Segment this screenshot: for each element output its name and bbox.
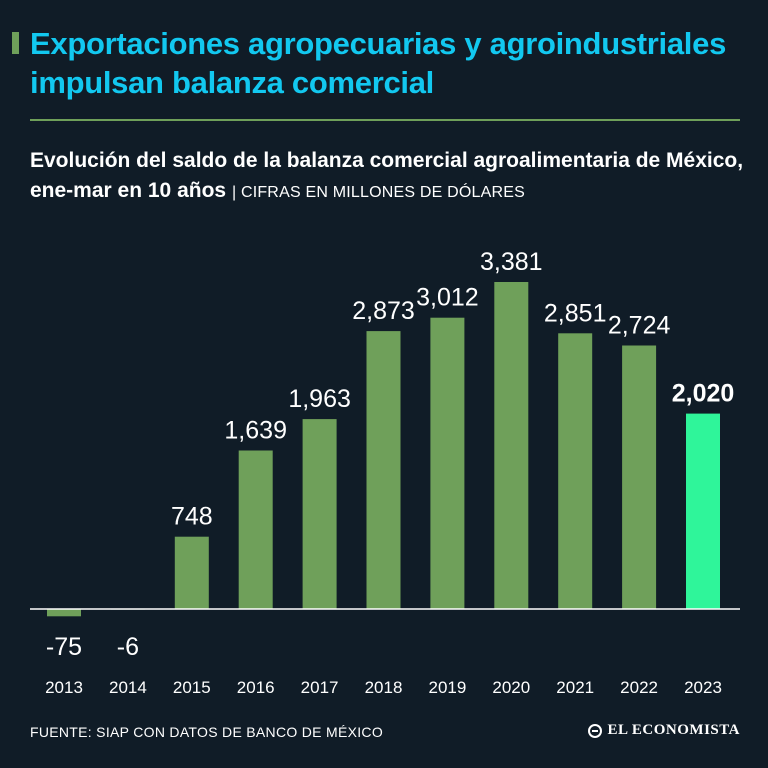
value-label-2014: -6: [117, 633, 139, 661]
bar-2021: [558, 333, 593, 609]
value-label-2017: 1,963: [288, 385, 351, 413]
value-label-2018: 2,873: [352, 297, 415, 325]
value-label-2023: 2,020: [672, 380, 735, 408]
title-divider: [30, 119, 740, 121]
x-tick-label-2022: 2022: [620, 678, 658, 697]
x-tick-label-2014: 2014: [109, 678, 147, 697]
x-tick-label-2018: 2018: [365, 678, 403, 697]
brand-name: EL ECONOMISTA: [607, 722, 740, 738]
bar-2017: [302, 419, 337, 609]
bar-2018: [366, 331, 401, 609]
x-tick-label-2019: 2019: [428, 678, 466, 697]
bar-2019: [430, 317, 465, 609]
value-label-2019: 3,012: [416, 284, 479, 312]
bar-2020: [494, 282, 529, 609]
units-note: | CIFRAS EN MILLONES DE DÓLARES: [231, 184, 526, 201]
bar-2022: [622, 345, 657, 609]
subtitle-text: Evolución del saldo de la balanza comerc…: [30, 149, 744, 202]
chart-title: Exportaciones agropecuarias y agroindust…: [30, 26, 727, 100]
x-tick-label-2021: 2021: [556, 678, 594, 697]
x-tick-label-2016: 2016: [237, 678, 275, 697]
value-label-2021: 2,851: [544, 299, 607, 327]
source-note: FUENTE: SIAP CON DATOS DE BANCO DE MÉXIC…: [30, 724, 384, 740]
bar-2023: [686, 413, 720, 609]
bar-2015: [174, 536, 209, 609]
title-accent-bar: [12, 32, 19, 54]
x-tick-label-2020: 2020: [492, 678, 530, 697]
value-label-2020: 3,381: [480, 248, 543, 276]
bar-2013: [47, 609, 81, 617]
value-label-2016: 1,639: [224, 417, 287, 445]
chart-subtitle: Evolución del saldo de la balanza comerc…: [30, 146, 750, 208]
x-tick-label-2017: 2017: [301, 678, 339, 697]
economista-logo-icon: [587, 723, 602, 738]
x-tick-label-2023: 2023: [684, 678, 722, 697]
bar-2016: [238, 450, 273, 609]
x-tick-label-2015: 2015: [173, 678, 211, 697]
brand-logo: EL ECONOMISTA: [587, 722, 741, 739]
value-label-2013: -75: [46, 633, 82, 661]
value-label-2022: 2,724: [608, 312, 671, 340]
value-label-2015: 748: [171, 503, 213, 531]
x-tick-label-2013: 2013: [45, 678, 83, 697]
